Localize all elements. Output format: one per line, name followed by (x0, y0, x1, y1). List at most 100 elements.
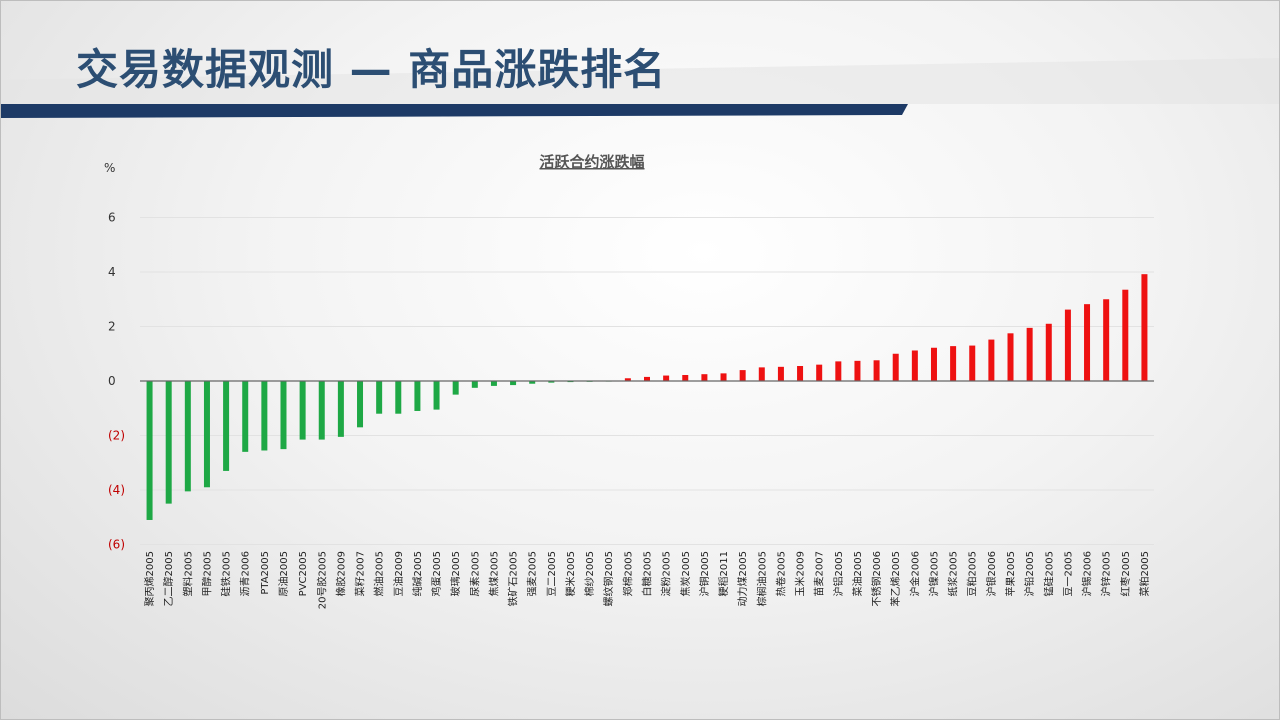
category-label: 苹果2005 (1004, 551, 1017, 596)
bar (873, 360, 880, 381)
category-label: 动力煤2005 (736, 551, 749, 606)
bar (1084, 304, 1091, 381)
bar (1141, 274, 1148, 381)
category-label: 红枣2005 (1119, 551, 1132, 596)
bar (720, 373, 727, 381)
category-label: 菜粕2005 (1138, 551, 1151, 596)
category-label: 玻璃2005 (449, 551, 462, 596)
bar (376, 381, 383, 414)
bar (950, 346, 957, 381)
bars (146, 274, 1148, 520)
y-axis-unit-label: % (104, 161, 115, 175)
bar (203, 381, 210, 488)
bar (510, 381, 517, 386)
category-label: 尿素2005 (468, 551, 481, 596)
y-tick-label: 0 (108, 374, 116, 388)
category-label: 锰硅2005 (1042, 551, 1055, 596)
category-label: 沪铝2005 (832, 551, 845, 596)
bar (644, 376, 650, 381)
bar (777, 366, 784, 381)
category-label: 苯乙烯2005 (889, 551, 902, 606)
bar (146, 381, 153, 520)
y-tick-label: (4) (108, 483, 125, 497)
bar (758, 367, 765, 381)
category-label: 淀粉2005 (660, 551, 673, 596)
category-label: 白糖2005 (641, 551, 654, 596)
category-label: 沪镍2005 (927, 551, 940, 596)
bar (357, 381, 364, 428)
bar (433, 381, 440, 410)
category-label: 塑料2005 (181, 551, 194, 596)
bar (299, 381, 306, 440)
category-label: 沪金2006 (908, 551, 921, 596)
category-label: 沪锌2005 (1100, 551, 1113, 596)
header-light-band (0, 58, 1280, 104)
category-label: 棕榈油2005 (755, 551, 768, 606)
category-label: 豆油2009 (392, 551, 405, 596)
category-label: 乙二醇2005 (162, 551, 175, 606)
category-label: 强麦2005 (527, 551, 539, 596)
y-tick-label: (2) (108, 429, 125, 443)
bar (930, 347, 937, 381)
grid-lines (140, 217, 1154, 545)
category-labels: 聚丙烯2005 乙二醇2005 塑料2005 甲醇2005 硅铁2005 沥青2006 PT… (143, 551, 1151, 609)
header-band (0, 104, 908, 118)
bar (911, 350, 918, 381)
bar (1064, 309, 1071, 381)
bar (395, 381, 402, 414)
bar (318, 381, 325, 440)
category-label: 粳稻2011 (717, 551, 730, 596)
category-label: 硅铁2005 (220, 551, 233, 596)
category-label: 橡胶2009 (334, 551, 347, 596)
bar (797, 366, 804, 381)
bar (548, 381, 555, 383)
category-label: PVC2005 (298, 551, 309, 596)
bar (261, 381, 268, 451)
category-label: 豆粕2005 (966, 551, 979, 596)
bar (1026, 327, 1033, 381)
bar (471, 381, 478, 388)
bar (854, 360, 861, 381)
bar (452, 381, 459, 395)
category-label: 豆二2005 (546, 551, 558, 596)
category-label: 菜籽2007 (355, 551, 367, 596)
category-label: 苗麦2007 (814, 551, 826, 596)
bar (663, 375, 670, 381)
bar (414, 381, 421, 411)
bar (969, 345, 976, 381)
bar (529, 381, 536, 384)
page-title: 交易数据观测 — 商品涨跌排名 (76, 45, 667, 94)
category-label: 原油2005 (277, 551, 290, 596)
category-label: 沪锡2006 (1081, 551, 1094, 596)
category-label: 沥青2006 (239, 551, 252, 596)
category-label: 鸡蛋2005 (430, 551, 443, 596)
category-label: 焦煤2005 (487, 551, 500, 596)
y-axis-ticks: 6 4 2 0 (2) (4) (6) (108, 211, 125, 552)
category-label: 不锈钢2006 (870, 551, 883, 606)
bar (816, 364, 823, 381)
bar (988, 339, 995, 381)
bar (1007, 333, 1014, 381)
bar (1045, 323, 1052, 381)
bar (280, 381, 287, 450)
category-label: 纸浆2005 (947, 551, 960, 596)
category-label: 燃油2005 (373, 551, 386, 596)
bar (1122, 289, 1129, 381)
category-label: 纯碱2005 (411, 551, 424, 596)
y-tick-label: 2 (108, 320, 116, 334)
bar (892, 353, 899, 381)
category-label: PTA2005 (260, 551, 271, 595)
chart-title: 活跃合约涨跌幅 (539, 153, 644, 171)
category-label: 菜油2005 (851, 551, 864, 596)
category-label: 粳米2005 (564, 551, 577, 596)
category-label: 铁矿石2005 (507, 551, 520, 606)
bar (337, 381, 344, 437)
category-label: 玉米2009 (794, 551, 807, 596)
category-label: 沪铜2005 (698, 551, 711, 596)
category-label: 沪银2006 (985, 551, 998, 596)
category-label: 郑棉2005 (621, 551, 634, 596)
bar (624, 378, 631, 381)
bar (835, 361, 842, 381)
category-label: 甲醇2005 (200, 551, 213, 596)
category-label: 热卷2005 (774, 551, 787, 596)
